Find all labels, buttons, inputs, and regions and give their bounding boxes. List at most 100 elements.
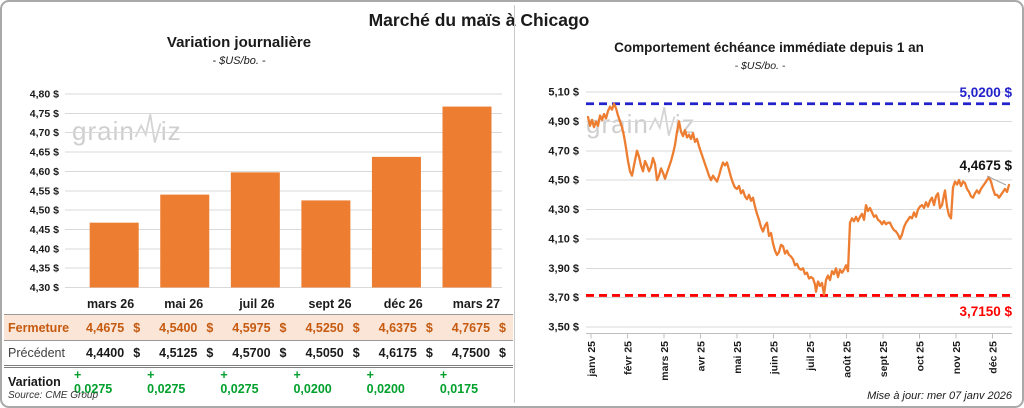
left-y-tick-label: 4,35 $ bbox=[30, 263, 59, 275]
fermeture-value: 4,5975 $ bbox=[232, 320, 287, 335]
right-chart-subtitle: - $US/bo. - bbox=[734, 60, 786, 72]
price-line bbox=[586, 102, 1011, 296]
right-y-tick-label: 4,90 $ bbox=[548, 116, 579, 128]
variation-row: Variation + 0,0275 + 0,0275 + 0,0275 + 0… bbox=[4, 368, 513, 396]
currency-symbol: $ bbox=[206, 320, 214, 335]
currency-symbol: $ bbox=[279, 320, 287, 335]
currency-symbol: $ bbox=[206, 346, 214, 360]
right-y-tick-label: 5,10 $ bbox=[548, 87, 579, 99]
right-y-tick-label: 4,50 $ bbox=[548, 175, 579, 187]
currency-symbol: $ bbox=[279, 346, 287, 360]
left-y-tick-label: 4,40 $ bbox=[30, 243, 59, 255]
left-y-tick-label: 4,80 $ bbox=[30, 89, 59, 101]
currency-symbol: $ bbox=[499, 346, 506, 360]
x-tick-label: mai 25 bbox=[732, 341, 744, 374]
watermark-text: grain bbox=[72, 116, 135, 146]
column-header: mai 26 bbox=[164, 296, 204, 311]
source-note: Source: CME Group bbox=[8, 390, 99, 401]
fermeture-row: Fermeture 4,4675 $ 4,5400 $ 4,5975 $ 4,5250… bbox=[4, 314, 513, 341]
left-y-tick-label: 4,75 $ bbox=[30, 108, 59, 120]
row-label-variation: Variation bbox=[8, 375, 61, 389]
bar-mars-26 bbox=[89, 222, 139, 288]
variation-value: + 0,0275 bbox=[74, 368, 113, 396]
fermeture-value: 4,6375 $ bbox=[378, 320, 433, 335]
precedent-row: Précédent 4,4400 $ 4,5125 $ 4,5700 $ 4,5050… bbox=[4, 341, 513, 368]
bar-juil-26 bbox=[230, 172, 280, 288]
x-tick-label: juin 25 bbox=[769, 341, 781, 375]
bar-sept-26 bbox=[301, 200, 351, 288]
right-y-tick-label: 3,70 $ bbox=[548, 292, 579, 304]
current-price-label: 4,4675 $ bbox=[959, 158, 1012, 173]
currency-symbol: $ bbox=[133, 346, 141, 360]
precedent-value: 4,5125 $ bbox=[159, 346, 214, 360]
column-header: déc 26 bbox=[383, 296, 423, 311]
left-chart-title: Variation journalière bbox=[166, 34, 312, 51]
x-tick-label: avr 25 bbox=[696, 341, 708, 372]
x-tick-label: oct 25 bbox=[915, 341, 927, 372]
variation-value: + 0,0175 bbox=[439, 368, 479, 396]
left-y-tick-label: 4,55 $ bbox=[30, 185, 59, 197]
right-y-tick-label: 4,30 $ bbox=[548, 204, 579, 216]
column-header: mars 26 bbox=[86, 296, 135, 311]
bar-mars-27 bbox=[442, 106, 492, 288]
variation-value: + 0,0200 bbox=[366, 368, 405, 396]
fermeture-value: 4,5400 $ bbox=[159, 320, 214, 335]
bar-mai-26 bbox=[160, 194, 210, 288]
right-y-tick-label: 4,70 $ bbox=[548, 145, 579, 157]
precedent-value: 4,5050 $ bbox=[305, 346, 360, 360]
currency-symbol: $ bbox=[499, 320, 506, 335]
left-y-tick-label: 4,50 $ bbox=[30, 205, 59, 217]
contracts-table: mars 26 mai 26 juil 26 sept 26 déc 26 ma… bbox=[4, 293, 513, 396]
watermark-zigzag-icon bbox=[648, 107, 676, 136]
x-tick-label: mars 25 bbox=[659, 341, 671, 381]
fermeture-value: 4,7675 $ bbox=[451, 320, 506, 335]
precedent-value: 4,6175 $ bbox=[378, 346, 433, 360]
left-y-tick-label: 4,65 $ bbox=[30, 147, 59, 159]
variation-value: + 0,0275 bbox=[147, 368, 186, 396]
row-label-fermeture: Fermeture bbox=[8, 320, 70, 335]
left-y-tick-label: 4,60 $ bbox=[30, 166, 59, 178]
x-tick-label: août 25 bbox=[842, 341, 854, 378]
right-y-tick-label: 3,90 $ bbox=[548, 263, 579, 275]
precedent-value: 4,4400 $ bbox=[85, 346, 141, 360]
left-chart-subtitle: - $US/bo. - bbox=[212, 55, 266, 67]
column-header: juil 26 bbox=[239, 296, 275, 311]
x-tick-label: juil 25 bbox=[805, 341, 817, 372]
right-y-tick-label: 4,10 $ bbox=[548, 233, 579, 245]
callout-leader-line bbox=[986, 175, 1007, 186]
x-tick-label: déc 25 bbox=[988, 341, 1000, 374]
table-header-row: mars 26 mai 26 juil 26 sept 26 déc 26 ma… bbox=[4, 293, 513, 314]
grainwiz-watermark: grain iz bbox=[72, 112, 182, 150]
currency-symbol: $ bbox=[425, 320, 433, 335]
x-tick-label: sept 25 bbox=[878, 341, 890, 377]
currency-symbol: $ bbox=[352, 320, 360, 335]
left-y-tick-label: 4,70 $ bbox=[30, 127, 59, 139]
currency-symbol: $ bbox=[352, 346, 360, 360]
x-tick-label: janv 25 bbox=[586, 341, 598, 378]
watermark-text: iz bbox=[160, 116, 182, 146]
x-tick-label: févr 25 bbox=[623, 341, 635, 375]
column-header: sept 26 bbox=[308, 296, 352, 311]
currency-symbol: $ bbox=[425, 346, 433, 360]
page-title: Marché du maïs à Chicago bbox=[368, 10, 590, 30]
fermeture-value: 4,5250 $ bbox=[305, 320, 360, 335]
left-y-tick-label: 4,30 $ bbox=[30, 282, 59, 294]
watermark-zigzag-icon bbox=[134, 114, 162, 143]
x-tick-label: nov 25 bbox=[951, 341, 963, 374]
variation-value: + 0,0275 bbox=[220, 368, 259, 396]
right-y-tick-label: 3,50 $ bbox=[548, 322, 579, 334]
left-y-tick-label: 4,45 $ bbox=[30, 224, 59, 236]
panel-divider bbox=[514, 5, 515, 403]
updated-note: Mise à jour: mer 07 janv 2026 bbox=[867, 390, 1012, 402]
precedent-value: 4,7500 $ bbox=[451, 346, 506, 360]
bar-déc-26 bbox=[371, 156, 421, 288]
lower-threshold-label: 3,7150 $ bbox=[959, 304, 1012, 319]
fermeture-value: 4,4675 $ bbox=[85, 320, 141, 335]
upper-threshold-label: 5,0200 $ bbox=[959, 85, 1012, 100]
currency-symbol: $ bbox=[133, 320, 141, 335]
row-label-precedent: Précédent bbox=[8, 346, 65, 360]
column-header: mars 27 bbox=[452, 296, 501, 311]
variation-value: + 0,0200 bbox=[293, 368, 332, 396]
